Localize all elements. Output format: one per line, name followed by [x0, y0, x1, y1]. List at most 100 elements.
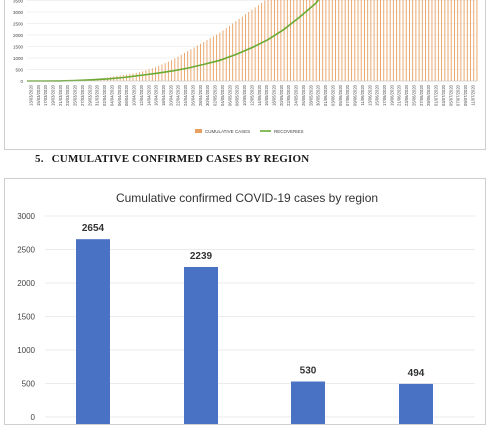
- cumulative-cases-bar: [412, 0, 413, 81]
- bar-data-label: 530: [300, 365, 317, 376]
- cumulative-cases-bar: [309, 0, 310, 81]
- x-tick-label: 07/06/2020: [345, 84, 350, 106]
- x-tick-label: 26/04/2020: [190, 84, 195, 106]
- legend-label-cumulative-cases: CUMULATIVE CASES: [205, 129, 250, 134]
- y-tick-label: 1000: [13, 56, 24, 61]
- cumulative-cases-bar: [287, 0, 288, 81]
- cumulative-cases-bar: [332, 0, 333, 81]
- x-tick-label: 03/06/2020: [330, 84, 335, 106]
- x-tick-label: 21/03/2020: [58, 84, 63, 106]
- x-tick-label: 08/04/2020: [124, 84, 129, 106]
- cumulative-cases-bar: [460, 0, 461, 81]
- bar-data-label: 2654: [82, 223, 105, 234]
- cumulative-cases-bar: [252, 10, 253, 81]
- x-tick-label: 10/05/2020: [242, 84, 247, 106]
- x-tick-label: 22/04/2020: [176, 84, 181, 106]
- legend-label-recoveries: RECOVERIES: [274, 129, 304, 134]
- x-tick-label: 01/07/2020: [434, 84, 439, 106]
- x-tick-label: 04/04/2020: [109, 84, 114, 106]
- x-tick-label: 12/05/2020: [249, 84, 254, 106]
- cumulative-cases-bar: [216, 35, 217, 81]
- cumulative-cases-bar: [415, 0, 416, 81]
- chart-legend: CUMULATIVE CASES RECOVERIES: [195, 129, 304, 134]
- x-tick-label: 10/04/2020: [132, 84, 137, 106]
- x-tick-label: 28/05/2020: [308, 84, 313, 106]
- cumulative-cases-bar: [232, 24, 233, 82]
- region-bar: [76, 239, 110, 424]
- x-tick-label: 22/05/2020: [286, 84, 291, 106]
- x-tick-label: 30/04/2020: [205, 84, 210, 106]
- cumulative-cases-bar: [277, 0, 278, 81]
- cumulative-cases-bar: [425, 0, 426, 81]
- cumulative-cases-bar: [297, 0, 298, 81]
- cumulative-cases-bar: [207, 40, 208, 81]
- cumulative-cases-bar: [387, 0, 388, 81]
- x-tick-label: 21/06/2020: [397, 84, 402, 106]
- cumulative-cases-bar: [396, 0, 397, 81]
- x-tick-label: 04/05/2020: [220, 84, 225, 106]
- x-tick-label: 14/05/2020: [257, 84, 262, 106]
- cumulative-cases-bar: [290, 0, 291, 81]
- x-tick-label: 05/07/2020: [448, 84, 453, 106]
- cumulative-cases-bar: [200, 44, 201, 81]
- x-tick-label: 08/05/2020: [235, 84, 240, 106]
- cumulative-cases-bar: [149, 69, 150, 81]
- cumulative-cases-bar: [409, 0, 410, 81]
- x-tick-label: 27/06/2020: [419, 84, 424, 106]
- cumulative-cases-bar: [219, 33, 220, 81]
- cumulative-cases-bar: [242, 17, 243, 81]
- cumulative-cases-bar: [271, 0, 272, 81]
- cumulative-cases-bar: [274, 0, 275, 81]
- bar-data-label: 2239: [190, 251, 213, 262]
- cumulative-cases-bar: [406, 0, 407, 81]
- region-cases-plot: Cumulative confirmed COVID-19 cases by r…: [5, 179, 485, 424]
- cumulative-cases-bar: [364, 0, 365, 81]
- cumulative-cases-bar: [239, 19, 240, 81]
- x-tick-label: 31/03/2020: [95, 84, 100, 106]
- x-tick-label: 24/05/2020: [294, 84, 299, 106]
- x-tick-label: 17/06/2020: [382, 84, 387, 106]
- cumulative-cases-bar: [255, 7, 256, 81]
- y-tick-label: 1500: [13, 45, 24, 50]
- y-tick-label: 2500: [13, 22, 24, 27]
- x-tick-label: 05/06/2020: [338, 84, 343, 106]
- cumulative-cases-bar: [432, 0, 433, 81]
- cumulative-cases-bar: [477, 0, 478, 81]
- cumulative-cases-bar: [454, 0, 455, 81]
- cumulative-cases-bar: [419, 0, 420, 81]
- cumulative-cases-bar: [348, 0, 349, 81]
- section-heading: 5.CUMULATIVE CONFIRMED CASES BY REGION: [35, 153, 317, 165]
- cumulative-cases-bar: [300, 0, 301, 81]
- x-tick-label: 18/04/2020: [161, 84, 166, 106]
- y-tick-label: 500: [15, 68, 23, 73]
- x-tick-label: 30/05/2020: [316, 84, 321, 106]
- x-tick-label: 11/07/2020: [470, 84, 475, 105]
- y-tick-label: 2500: [17, 246, 35, 255]
- x-tick-label: 14/04/2020: [146, 84, 151, 106]
- cumulative-cases-bar: [187, 51, 188, 81]
- region-bar: [184, 267, 218, 424]
- x-tick-label: 20/04/2020: [168, 84, 173, 106]
- x-tick-label: 19/06/2020: [389, 84, 394, 106]
- y-tick-label: 1500: [17, 313, 35, 322]
- x-tick-label: 15/03/2020: [36, 84, 41, 106]
- section-title: CUMULATIVE CONFIRMED CASES BY REGION: [52, 153, 310, 165]
- y-tick-label: 3000: [17, 212, 35, 221]
- cumulative-cases-bar: [325, 0, 326, 81]
- cumulative-cases-bar: [316, 0, 317, 81]
- cumulative-cases-bar: [245, 14, 246, 81]
- y-tick-label: 0: [20, 79, 23, 84]
- cumulative-cases-bar: [422, 0, 423, 81]
- cumulative-cases-bar: [235, 21, 236, 81]
- cumulative-cases-bar: [438, 0, 439, 81]
- cumulative-cases-bar: [133, 73, 134, 81]
- cumulative-cases-bar: [380, 0, 381, 81]
- x-tick-label: 13/06/2020: [367, 84, 372, 106]
- y-tick-label: 500: [22, 380, 36, 389]
- cumulative-cases-bar: [142, 71, 143, 81]
- x-tick-label: 17/03/2020: [43, 84, 48, 106]
- x-tick-label: 02/05/2020: [213, 84, 218, 106]
- x-tick-label: 28/04/2020: [198, 84, 203, 106]
- x-tick-label: 27/03/2020: [80, 84, 85, 106]
